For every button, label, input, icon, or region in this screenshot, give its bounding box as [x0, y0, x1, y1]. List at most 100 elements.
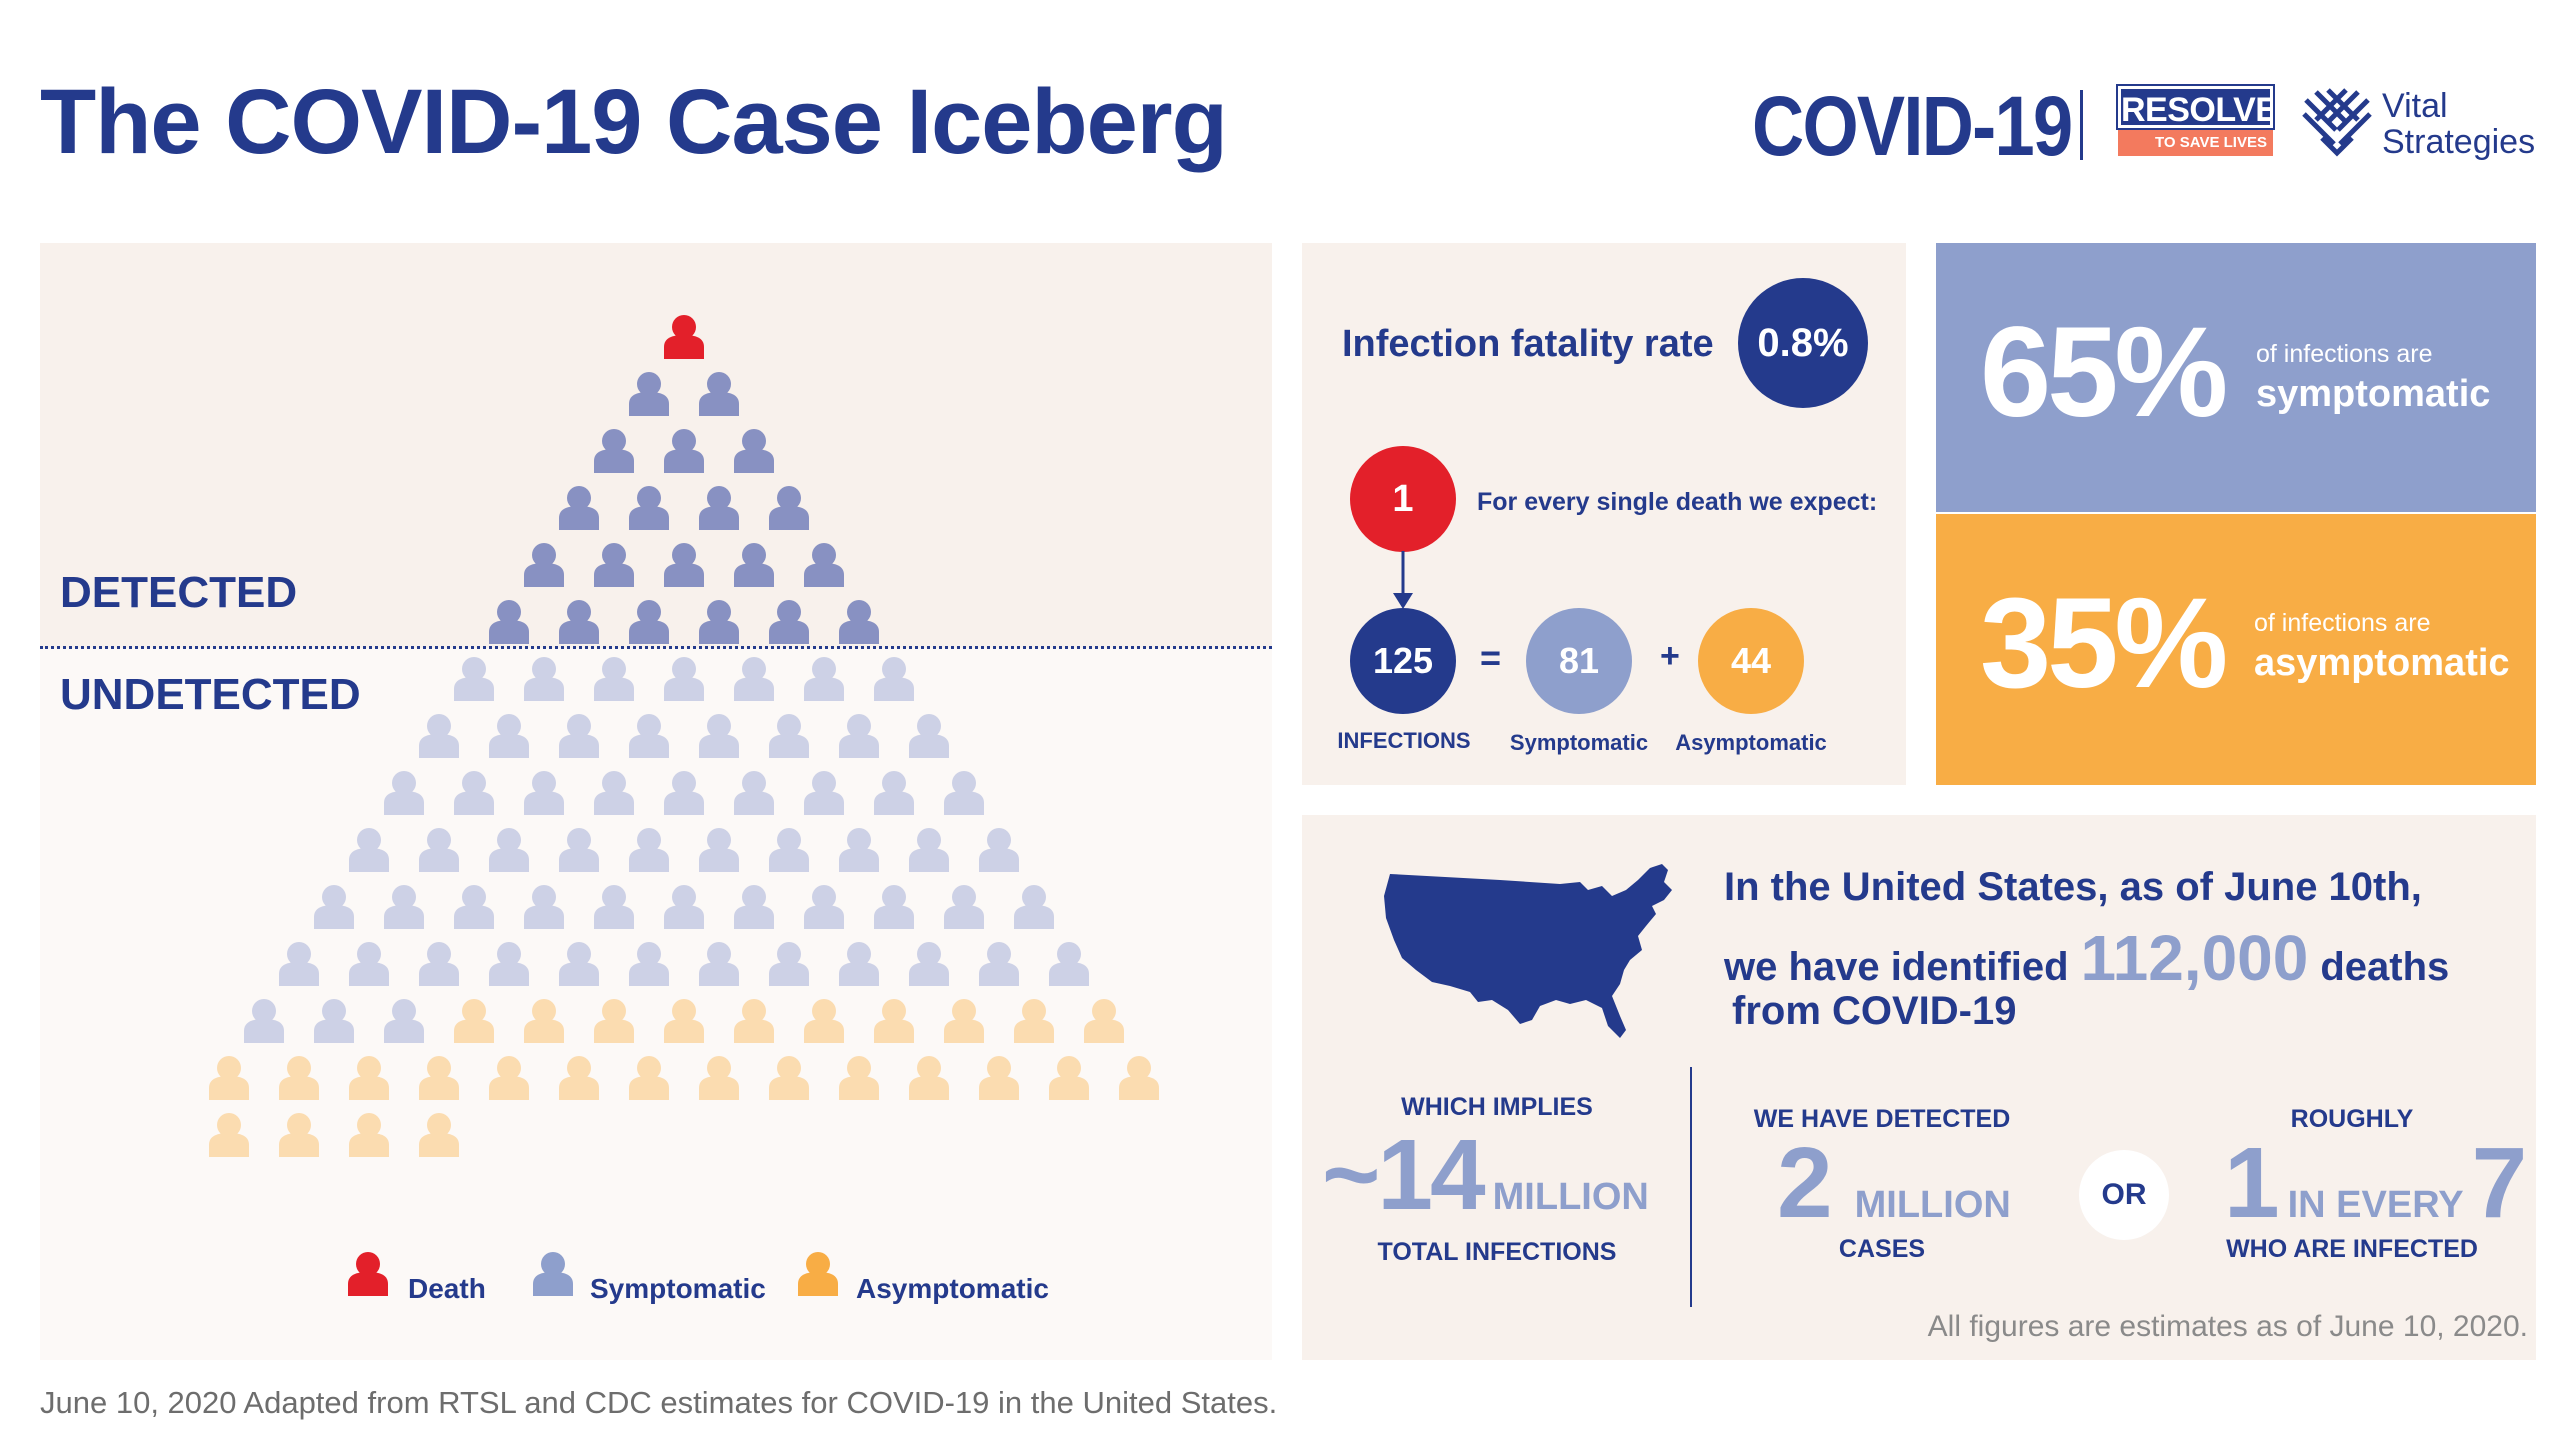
person-symptomatic-icon	[839, 942, 879, 986]
symptomatic-badge-label: Symptomatic	[1509, 730, 1649, 755]
detection-waterline	[40, 646, 1272, 649]
symptomatic-share-panel: 65% of infections are symptomatic	[1936, 243, 2536, 512]
person-symptomatic-icon	[629, 372, 669, 416]
symptomatic-small-text: of infections are	[2256, 340, 2433, 368]
person-asymptomatic-icon	[874, 999, 914, 1043]
plus-sign: +	[1660, 637, 1680, 675]
person-symptomatic-icon	[874, 771, 914, 815]
person-symptomatic-icon	[664, 657, 704, 701]
person-symptomatic-icon	[769, 942, 809, 986]
footer-source: June 10, 2020 Adapted from RTSL and CDC …	[40, 1385, 1278, 1420]
person-death-icon	[664, 315, 704, 359]
resolve-logo-top: RESOLVE	[2116, 84, 2278, 130]
person-symptomatic-icon	[559, 714, 599, 758]
detected-cases-label: WE HAVE DETECTED	[1753, 1105, 2011, 1133]
person-asymptomatic-icon	[1119, 1056, 1159, 1100]
fatality-rate-label: Infection fatality rate	[1342, 323, 1714, 365]
person-symptomatic-icon	[629, 486, 669, 530]
person-symptomatic-icon	[524, 543, 564, 587]
detected-label: DETECTED	[60, 568, 298, 617]
asymptomatic-percent: 35%	[1980, 572, 2228, 715]
legend-symptomatic-icon	[533, 1252, 573, 1296]
person-asymptomatic-icon	[349, 1056, 389, 1100]
person-asymptomatic-icon	[279, 1056, 319, 1100]
person-symptomatic-icon	[979, 942, 1019, 986]
detected-cases-sub: CASES	[1838, 1235, 1926, 1263]
covid-logo: COVID-19	[1752, 79, 2073, 173]
legend: Death Symptomatic Asymptomatic	[348, 1252, 1049, 1304]
person-symptomatic-icon	[489, 714, 529, 758]
person-symptomatic-icon	[629, 942, 669, 986]
person-asymptomatic-icon	[209, 1113, 249, 1157]
person-symptomatic-icon	[979, 828, 1019, 872]
symptomatic-badge: 81	[1526, 608, 1632, 714]
asymptomatic-big-text: asymptomatic	[2254, 642, 2510, 684]
person-symptomatic-icon	[594, 543, 634, 587]
roughly-label: ROUGHLY	[2290, 1105, 2414, 1133]
asymptomatic-small-text: of infections are	[2254, 609, 2431, 637]
person-symptomatic-icon	[1049, 942, 1089, 986]
person-symptomatic-icon	[629, 714, 669, 758]
person-asymptomatic-icon	[1014, 999, 1054, 1043]
person-symptomatic-icon	[594, 429, 634, 473]
person-symptomatic-icon	[629, 828, 669, 872]
person-symptomatic-icon	[384, 999, 424, 1043]
infections-badge: 125	[1350, 608, 1456, 714]
person-symptomatic-icon	[839, 600, 879, 644]
person-symptomatic-icon	[454, 885, 494, 929]
person-symptomatic-icon	[559, 600, 599, 644]
person-symptomatic-icon	[1014, 885, 1054, 929]
person-asymptomatic-icon	[524, 999, 564, 1043]
legend-death-label: Death	[408, 1273, 486, 1304]
person-symptomatic-icon	[244, 999, 284, 1043]
person-symptomatic-icon	[524, 771, 564, 815]
vital-logo-line1: Vital	[2382, 87, 2448, 125]
person-symptomatic-icon	[699, 600, 739, 644]
person-symptomatic-icon	[734, 771, 774, 815]
person-symptomatic-icon	[769, 828, 809, 872]
person-symptomatic-icon	[944, 771, 984, 815]
implies-sub: TOTAL INFECTIONS	[1377, 1238, 1617, 1266]
person-asymptomatic-icon	[804, 999, 844, 1043]
resolve-logo-bottom: TO SAVE LIVES	[2118, 130, 2273, 156]
person-symptomatic-icon	[419, 714, 459, 758]
person-symptomatic-icon	[524, 657, 564, 701]
us-line-1: In the United States, as of June 10th,	[1724, 865, 2422, 909]
person-symptomatic-icon	[944, 885, 984, 929]
person-symptomatic-icon	[804, 885, 844, 929]
detected-cases-unit: MILLION	[1854, 1184, 2011, 1226]
us-deaths-value: 112,000	[2080, 922, 2309, 994]
person-asymptomatic-icon	[699, 1056, 739, 1100]
section-divider	[1690, 1067, 1692, 1307]
person-asymptomatic-icon	[769, 1056, 809, 1100]
person-asymptomatic-icon	[349, 1113, 389, 1157]
person-symptomatic-icon	[699, 714, 739, 758]
person-symptomatic-icon	[804, 771, 844, 815]
legend-asymptomatic-label: Asymptomatic	[856, 1273, 1049, 1304]
person-asymptomatic-icon	[454, 999, 494, 1043]
person-symptomatic-icon	[699, 486, 739, 530]
legend-symptomatic-label: Symptomatic	[590, 1273, 766, 1304]
undetected-label: UNDETECTED	[60, 670, 361, 719]
person-symptomatic-icon	[769, 600, 809, 644]
expect-text: For every single death we expect:	[1477, 488, 1878, 516]
person-symptomatic-icon	[769, 486, 809, 530]
estimates-note: All figures are estimates as of June 10,…	[1927, 1310, 2528, 1343]
asymptomatic-share-panel: 35% of infections are asymptomatic	[1936, 514, 2536, 785]
equals-sign: =	[1480, 637, 1502, 678]
person-symptomatic-icon	[629, 600, 669, 644]
person-symptomatic-icon	[594, 771, 634, 815]
person-symptomatic-icon	[664, 771, 704, 815]
implies-unit: MILLION	[1492, 1176, 1649, 1218]
person-asymptomatic-icon	[629, 1056, 669, 1100]
person-symptomatic-icon	[419, 828, 459, 872]
person-asymptomatic-icon	[839, 1056, 879, 1100]
person-symptomatic-icon	[559, 828, 599, 872]
person-symptomatic-icon	[734, 885, 774, 929]
person-asymptomatic-icon	[944, 999, 984, 1043]
person-symptomatic-icon	[489, 942, 529, 986]
person-symptomatic-icon	[489, 600, 529, 644]
roughly-in-every: IN EVERY	[2287, 1184, 2464, 1226]
symptomatic-big-text: symptomatic	[2256, 373, 2491, 415]
